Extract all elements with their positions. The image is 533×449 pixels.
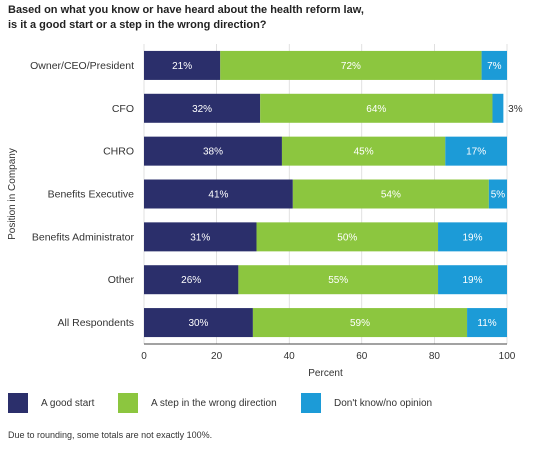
bar-owner-ceo-president-don-t-know-no-opinion	[481, 50, 507, 80]
legend-swatch-wrong-direction	[118, 393, 138, 413]
x-tick-label-0: 0	[141, 351, 147, 362]
bar-other-a-step-in-the-wrong-direction	[238, 265, 439, 295]
bar-owner-ceo-president-a-good-start	[144, 50, 221, 80]
data-label-chro-don-t-know-no-opinion: 17%	[466, 147, 486, 158]
bar-cfo-a-step-in-the-wrong-direction	[260, 93, 493, 123]
bar-benefits-executive-a-good-start	[144, 179, 293, 209]
bar-benefits-administrator-don-t-know-no-opinion	[438, 222, 507, 252]
title-line-1: Based on what you know or have heard abo…	[8, 4, 364, 16]
data-label-benefits-executive-don-t-know-no-opinion: 5%	[491, 190, 506, 201]
bar-other-don-t-know-no-opinion	[438, 265, 507, 295]
legend-label-good-start: A good start	[41, 397, 95, 409]
title-line-2: is it a good start or a step in the wron…	[8, 19, 267, 31]
data-label-benefits-executive-a-good-start: 41%	[208, 190, 228, 201]
legend-label-wrong-direction: A step in the wrong direction	[151, 397, 277, 409]
y-axis-title: Position in Company	[7, 148, 18, 240]
bar-cfo-a-good-start	[144, 93, 261, 123]
data-label-all-respondents-a-step-in-the-wrong-direction: 59%	[350, 318, 370, 329]
category-label-benefits-executive: Benefits Executive	[48, 189, 135, 201]
data-label-benefits-administrator-don-t-know-no-opinion: 19%	[463, 232, 483, 243]
bar-chro-don-t-know-no-opinion	[445, 136, 507, 166]
category-label-owner-ceo-president: Owner/CEO/President	[30, 60, 134, 72]
bar-all-respondents-don-t-know-no-opinion	[467, 308, 507, 338]
data-label-cfo-a-step-in-the-wrong-direction: 64%	[366, 104, 386, 115]
data-label-all-respondents-a-good-start: 30%	[188, 318, 208, 329]
legend-item-good-start: A good start	[8, 393, 94, 413]
bar-benefits-executive-a-step-in-the-wrong-direction	[292, 179, 489, 209]
chart-title: Based on what you know or have heard abo…	[8, 3, 528, 33]
bar-owner-ceo-president-a-step-in-the-wrong-direction	[220, 50, 482, 80]
legend-swatch-good-start	[8, 393, 28, 413]
data-label-benefits-administrator-a-step-in-the-wrong-direction: 50%	[337, 232, 357, 243]
data-label-owner-ceo-president-a-good-start: 21%	[172, 61, 192, 72]
category-label-chro: CHRO	[103, 146, 134, 158]
bar-chro-a-step-in-the-wrong-direction	[281, 136, 446, 166]
x-tick-label-40: 40	[284, 351, 296, 362]
data-label-other-a-step-in-the-wrong-direction: 55%	[328, 275, 348, 286]
data-label-chro-a-step-in-the-wrong-direction: 45%	[354, 147, 374, 158]
x-tick-label-80: 80	[429, 351, 441, 362]
data-label-benefits-administrator-a-good-start: 31%	[190, 232, 210, 243]
x-tick-label-60: 60	[356, 351, 368, 362]
data-label-owner-ceo-president-don-t-know-no-opinion: 7%	[487, 61, 502, 72]
bar-chro-a-good-start	[144, 136, 282, 166]
legend-item-wrong-direction: A step in the wrong direction	[118, 393, 277, 413]
bar-cfo-don-t-know-no-opinion	[492, 93, 504, 123]
bar-other-a-good-start	[144, 265, 239, 295]
data-label-cfo-a-good-start: 32%	[192, 104, 212, 115]
category-label-other: Other	[108, 274, 135, 286]
bar-all-respondents-a-step-in-the-wrong-direction	[252, 308, 468, 338]
data-label-owner-ceo-president-a-step-in-the-wrong-direction: 72%	[341, 61, 361, 72]
category-label-benefits-administrator: Benefits Administrator	[32, 231, 135, 243]
legend-swatch-dont-know	[301, 393, 321, 413]
bar-all-respondents-a-good-start	[144, 308, 253, 338]
data-label-cfo-don-t-know-no-opinion: 3%	[508, 104, 523, 115]
bar-benefits-executive-don-t-know-no-opinion	[488, 179, 507, 209]
x-axis-title: Percent	[308, 368, 343, 379]
legend-label-dont-know: Don't know/no opinion	[334, 397, 433, 409]
data-label-all-respondents-don-t-know-no-opinion: 11%	[477, 318, 496, 329]
data-label-other-a-good-start: 26%	[181, 275, 201, 286]
data-label-other-don-t-know-no-opinion: 19%	[463, 275, 483, 286]
legend-item-dont-know: Don't know/no opinion	[301, 393, 432, 413]
data-label-benefits-executive-a-step-in-the-wrong-direction: 54%	[381, 190, 401, 201]
category-label-cfo: CFO	[112, 103, 134, 115]
x-tick-label-100: 100	[499, 351, 516, 362]
data-label-chro-a-good-start: 38%	[203, 147, 223, 158]
footnote: Due to rounding, some totals are not exa…	[8, 430, 213, 440]
category-label-all-respondents: All Respondents	[58, 317, 134, 329]
bar-benefits-administrator-a-step-in-the-wrong-direction	[256, 222, 439, 252]
x-tick-label-20: 20	[211, 351, 223, 362]
bar-benefits-administrator-a-good-start	[144, 222, 257, 252]
